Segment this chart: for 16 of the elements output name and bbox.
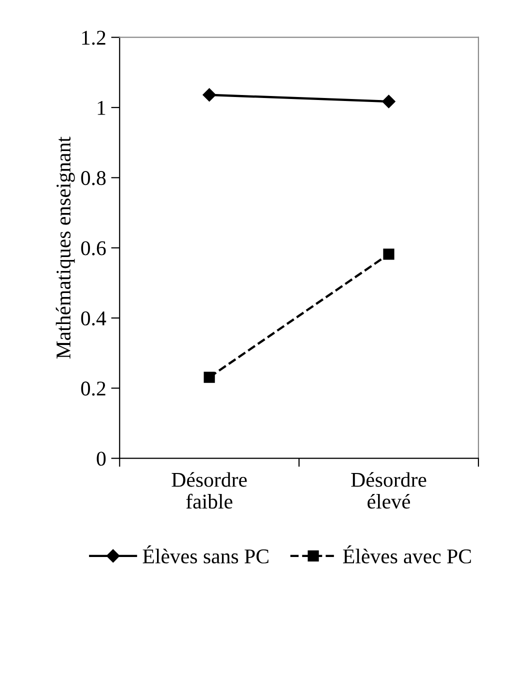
point <box>202 88 216 102</box>
y-tick-label: 1.2 <box>82 30 106 45</box>
point <box>383 248 394 260</box>
legend-label: Élèves sans PC <box>142 545 268 564</box>
y-tick-label: 0.2 <box>81 382 106 396</box>
legend-label: Élèves avec PC <box>343 545 471 564</box>
point <box>204 372 215 383</box>
y-tick-label: 0.6 <box>81 241 106 256</box>
y-tick-label: 1 <box>98 100 106 115</box>
x-tick-label: Désordre faible <box>172 472 247 509</box>
point <box>382 94 396 108</box>
x-tick-label: Désordre élevé <box>351 472 426 509</box>
y-tick-label: 0.8 <box>81 171 106 186</box>
y-axis-title: Mathématiques enseignant <box>56 136 75 359</box>
y-tick-label: 0 <box>96 452 106 466</box>
y-tick-label: 0.4 <box>81 311 106 326</box>
